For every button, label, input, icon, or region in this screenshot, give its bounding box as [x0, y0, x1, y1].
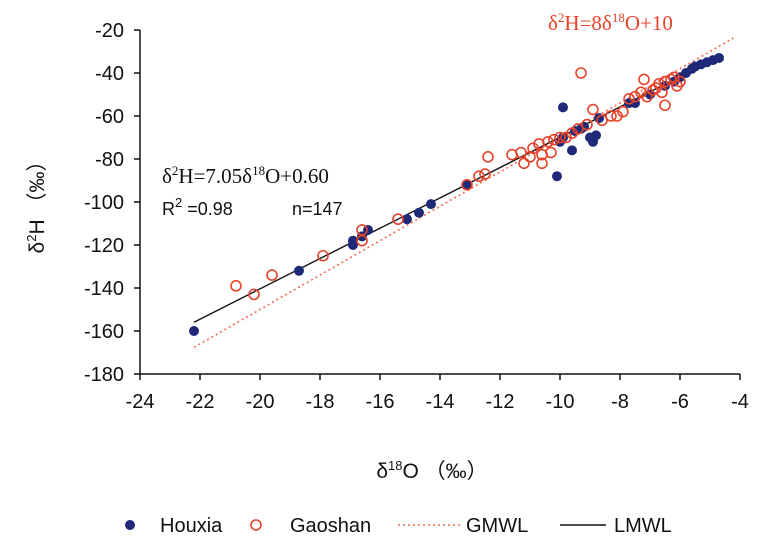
- gaoshan-point: [479, 168, 491, 180]
- gaoshan-point: [674, 75, 686, 88]
- gaoshan-point: [617, 105, 629, 118]
- houxia-point: [189, 326, 199, 336]
- gaoshan-series: [230, 67, 686, 301]
- y-tick-label: -60: [95, 106, 124, 128]
- x-tick-label: -22: [186, 391, 215, 413]
- x-tick-label: -6: [671, 391, 689, 413]
- y-tick-label: -160: [84, 321, 124, 343]
- houxia-point: [294, 265, 304, 276]
- x-tick-label: -16: [366, 391, 395, 413]
- y-tick-label: -40: [95, 63, 124, 85]
- houxia-point: [426, 199, 436, 210]
- x-tick-label: -10: [546, 391, 575, 413]
- data-points: [189, 52, 724, 336]
- x-tick-label: -8: [611, 391, 629, 413]
- x-tick-label: -14: [426, 391, 455, 413]
- houxia-point: [558, 102, 568, 113]
- y-tick-label: -140: [84, 278, 124, 300]
- legend-gmwl-label: GMWL: [466, 515, 528, 537]
- legend-gaoshan-marker: [250, 519, 262, 531]
- gaoshan-point: [317, 249, 329, 262]
- sample-count-label: n=147: [292, 199, 343, 219]
- x-tick-label: -4: [731, 391, 749, 413]
- gaoshan-point: [266, 269, 278, 281]
- gaoshan-point: [656, 86, 668, 99]
- x-axis-title: δ18O （‰）: [376, 458, 487, 483]
- gaoshan-point: [515, 146, 527, 159]
- gaoshan-point: [542, 136, 554, 148]
- y-tick-labels: -20 -40 -60 -80 -100 -120 -140 -160 -180: [84, 20, 140, 386]
- gaoshan-point: [230, 280, 242, 292]
- gaoshan-point: [461, 179, 473, 191]
- houxia-point: [552, 171, 562, 182]
- gaoshan-point: [575, 67, 587, 79]
- houxia-point: [348, 235, 358, 246]
- y-tick-label: -80: [95, 149, 124, 171]
- houxia-point: [462, 179, 472, 190]
- gmwl-line: [193, 37, 735, 349]
- x-tick-label: -24: [126, 391, 155, 413]
- x-tick-label: -20: [246, 391, 275, 413]
- gaoshan-point: [356, 234, 368, 247]
- gaoshan-point: [536, 157, 548, 170]
- x-tick-labels: -24 -22 -20 -18 -16 -14 -12 -10 -8 -6 -4: [126, 374, 749, 413]
- r-squared-label: R2 =0.98: [162, 195, 233, 219]
- gaoshan-point: [587, 103, 599, 116]
- gaoshan-point: [572, 123, 584, 135]
- houxia-point: [558, 132, 568, 143]
- gaoshan-point: [596, 114, 608, 127]
- gaoshan-point: [659, 99, 671, 112]
- gaoshan-point: [581, 118, 593, 131]
- gaoshan-point: [518, 157, 530, 170]
- legend-houxia-marker: [125, 520, 135, 530]
- gaoshan-point: [605, 110, 617, 122]
- houxia-point: [591, 130, 601, 141]
- y-axis-title: δ2H （‰）: [24, 151, 49, 254]
- houxia-point: [714, 52, 724, 63]
- gmwl-equation: δ2H=8δ18O+10: [548, 10, 673, 35]
- legend: Houxia Gaoshan GMWL LMWL: [125, 515, 672, 537]
- y-tick-label: -120: [84, 235, 124, 257]
- gaoshan-point: [548, 133, 560, 146]
- y-tick-label: -180: [84, 364, 124, 386]
- y-tick-label: -100: [84, 192, 124, 214]
- houxia-point: [402, 214, 412, 225]
- legend-lmwl-label: LMWL: [614, 515, 672, 537]
- gaoshan-point: [641, 90, 653, 103]
- gaoshan-point: [638, 73, 650, 86]
- houxia-point: [567, 145, 577, 156]
- gaoshan-point: [482, 151, 494, 163]
- gaoshan-point: [623, 93, 635, 105]
- x-tick-label: -18: [306, 391, 335, 413]
- houxia-point: [414, 207, 424, 218]
- gaoshan-point: [248, 288, 260, 301]
- gaoshan-point: [392, 213, 404, 225]
- legend-houxia-label: Houxia: [160, 515, 223, 537]
- lmwl-equation: δ2H=7.05δ18O+0.60: [162, 163, 329, 188]
- gaoshan-point: [473, 170, 485, 182]
- legend-gaoshan-label: Gaoshan: [290, 515, 371, 537]
- gaoshan-point: [659, 75, 671, 88]
- gaoshan-point: [545, 146, 557, 159]
- x-tick-label: -12: [486, 391, 515, 413]
- y-tick-label: -20: [95, 20, 124, 42]
- gaoshan-point: [554, 131, 566, 144]
